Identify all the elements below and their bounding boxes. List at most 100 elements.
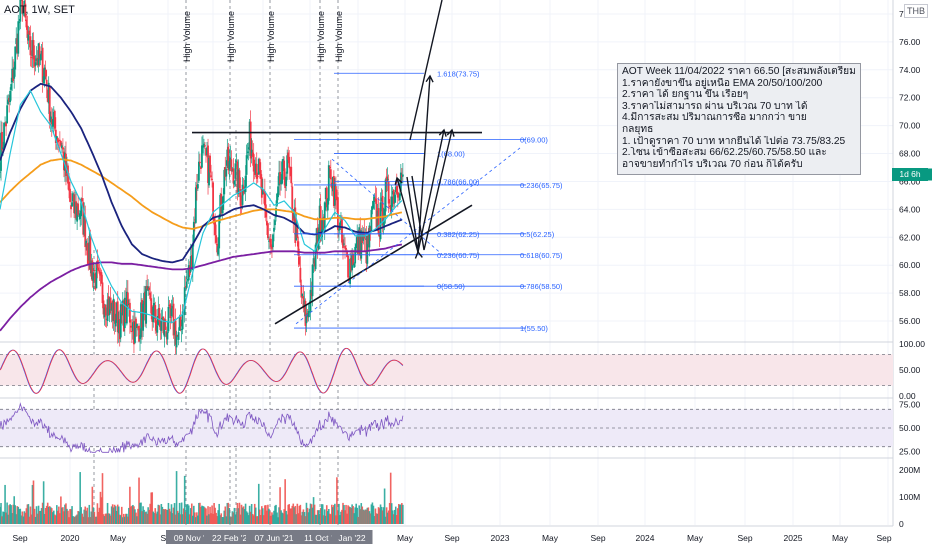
volume-bar bbox=[51, 512, 54, 524]
price-candle bbox=[277, 186, 279, 198]
price-candle bbox=[186, 278, 189, 281]
price-candle bbox=[189, 256, 192, 272]
volume-bar bbox=[323, 509, 326, 524]
volume-bar bbox=[382, 507, 385, 524]
price-candle bbox=[261, 189, 264, 195]
volume-bar bbox=[47, 506, 50, 524]
volume-bar bbox=[285, 510, 287, 524]
volume-bar bbox=[65, 503, 67, 524]
price-candle bbox=[24, 3, 27, 18]
volume-bar bbox=[232, 512, 235, 524]
volume-bar bbox=[71, 506, 73, 524]
price-candle bbox=[12, 69, 15, 81]
price-candle bbox=[191, 244, 194, 271]
volume-bar bbox=[195, 517, 197, 524]
price-candle bbox=[324, 187, 327, 200]
price-candle bbox=[179, 316, 182, 327]
volume-bar bbox=[356, 507, 358, 524]
volume-bar bbox=[219, 515, 222, 524]
price-candle bbox=[216, 243, 219, 253]
volume-bar bbox=[103, 516, 106, 524]
volume-bar bbox=[269, 511, 271, 524]
price-candle bbox=[150, 298, 153, 314]
volume-bar bbox=[78, 511, 80, 524]
volume-bar bbox=[262, 508, 264, 524]
volume-bar bbox=[335, 515, 337, 524]
volume-bar bbox=[45, 505, 48, 524]
volume-bar bbox=[350, 507, 352, 524]
annotation-text-box[interactable]: AOT Week 11/04/2022 ราคา 66.50 [สะสมพลัง… bbox=[617, 63, 861, 175]
price-candle bbox=[138, 325, 140, 342]
price-candle bbox=[372, 201, 375, 209]
price-candle bbox=[177, 332, 180, 340]
price-axis-tick-label: 58.00 bbox=[899, 288, 921, 298]
price-candle bbox=[295, 222, 298, 241]
volume-bar bbox=[189, 508, 192, 524]
price-candle bbox=[298, 257, 301, 265]
volume-bar bbox=[205, 508, 207, 524]
price-candle bbox=[87, 253, 90, 264]
volume-bar bbox=[308, 508, 311, 524]
volume-bar bbox=[401, 503, 403, 524]
currency-badge[interactable]: THB bbox=[904, 4, 928, 18]
volume-bar bbox=[124, 516, 126, 524]
volume-bar bbox=[364, 509, 367, 524]
volume-bar bbox=[331, 504, 333, 524]
volume-bar bbox=[372, 505, 375, 524]
volume-bar bbox=[26, 504, 29, 524]
price-candle bbox=[178, 317, 181, 331]
price-axis-tick-label: 74.00 bbox=[899, 65, 921, 75]
price-candle bbox=[204, 145, 206, 147]
volume-bar bbox=[35, 506, 38, 524]
price-axis-tick-label: 64.00 bbox=[899, 204, 921, 214]
volume-bar bbox=[61, 507, 63, 524]
time-axis-label: Sep bbox=[590, 533, 605, 543]
volume-bar bbox=[131, 505, 133, 524]
volume-bar bbox=[354, 507, 356, 524]
volume-bar bbox=[62, 507, 64, 524]
price-candle bbox=[59, 140, 62, 146]
volume-bar bbox=[317, 510, 320, 524]
price-candle bbox=[236, 161, 239, 195]
volume-bar bbox=[114, 506, 117, 524]
projection-arrowhead bbox=[394, 176, 403, 185]
volume-bar bbox=[263, 515, 265, 524]
price-candle bbox=[137, 326, 139, 329]
volume-bar bbox=[40, 508, 43, 524]
price-candle bbox=[143, 292, 145, 305]
symbol-label[interactable]: AOT, 1W, SET bbox=[4, 4, 75, 16]
volume-bar bbox=[326, 511, 329, 524]
price-candle bbox=[331, 176, 334, 192]
volume-bar bbox=[394, 506, 397, 524]
volume-bar bbox=[115, 510, 118, 524]
volume-bar bbox=[245, 511, 248, 524]
volume-bar bbox=[67, 510, 69, 524]
price-candle bbox=[200, 166, 202, 169]
volume-bar bbox=[373, 516, 376, 524]
price-candle bbox=[353, 263, 356, 268]
volume-bar bbox=[193, 505, 195, 524]
annotation-line: อาจขายทำกำไร บริเวณ 70 ก่อน ก็ได้ครับ bbox=[622, 158, 803, 170]
volume-bar bbox=[287, 504, 289, 524]
price-candle bbox=[140, 302, 142, 338]
price-candle bbox=[280, 180, 282, 185]
price-candle bbox=[386, 178, 389, 180]
volume-bar bbox=[202, 506, 204, 524]
time-axis-label: Sep bbox=[444, 533, 459, 543]
price-candle bbox=[384, 179, 387, 212]
volume-bar bbox=[2, 511, 4, 524]
price-candle bbox=[371, 205, 374, 211]
volume-bar bbox=[24, 512, 27, 524]
ema100-line bbox=[0, 158, 403, 230]
price-candle bbox=[225, 169, 228, 177]
volume-bar bbox=[133, 506, 135, 524]
volume-bar bbox=[216, 516, 218, 524]
price-candle bbox=[113, 302, 116, 324]
volume-bar bbox=[218, 503, 220, 524]
volume-bar bbox=[239, 514, 242, 524]
price-candle bbox=[355, 244, 358, 248]
volume-axis-label: 100M bbox=[899, 492, 920, 502]
price-candle bbox=[366, 236, 369, 264]
price-candle bbox=[381, 195, 384, 226]
volume-bar bbox=[81, 513, 83, 524]
